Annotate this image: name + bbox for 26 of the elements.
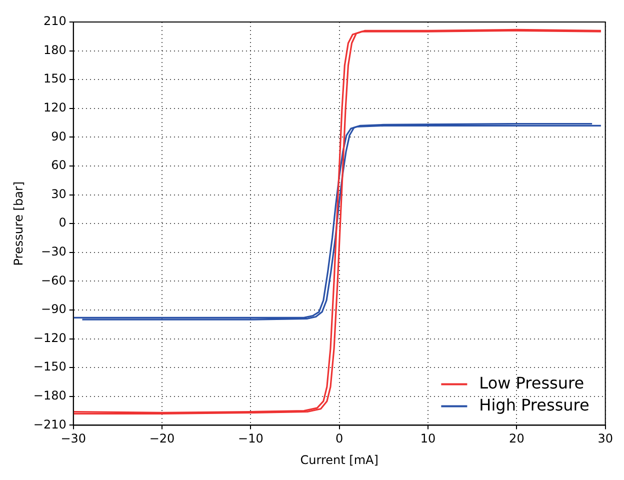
x-tick-label: 0: [336, 432, 344, 446]
x-tick-label: 30: [598, 432, 614, 446]
x-tick-label: 10: [420, 432, 436, 446]
y-tick-label: 120: [43, 100, 66, 115]
y-tick-label: −150: [33, 360, 66, 374]
y-tick-label: 150: [43, 72, 66, 86]
y-tick-label: 90: [51, 129, 66, 144]
y-tick-label: −180: [33, 388, 66, 403]
x-axis-title: Current [mA]: [300, 452, 378, 467]
y-tick-label: −30: [41, 244, 66, 259]
y-tick-label: 180: [43, 42, 66, 57]
y-tick-label: −120: [33, 330, 66, 345]
x-tick-label: −30: [60, 432, 86, 446]
y-tick-label: −210: [33, 417, 66, 432]
y-tick-label: 210: [43, 14, 66, 28]
x-tick-label: −20: [149, 432, 175, 446]
y-axis-title: Pressure [bar]: [11, 181, 26, 266]
legend-label: Low Pressure: [479, 373, 584, 392]
y-tick-label: 60: [51, 158, 66, 172]
y-tick-label: 0: [58, 216, 66, 230]
y-tick-label: 30: [51, 186, 66, 201]
y-tick-label: −60: [41, 273, 66, 288]
legend-label: High Pressure: [479, 395, 590, 414]
x-tick-label: −10: [238, 432, 264, 446]
y-tick-label: −90: [41, 302, 66, 316]
x-tick-label: 20: [509, 432, 524, 446]
